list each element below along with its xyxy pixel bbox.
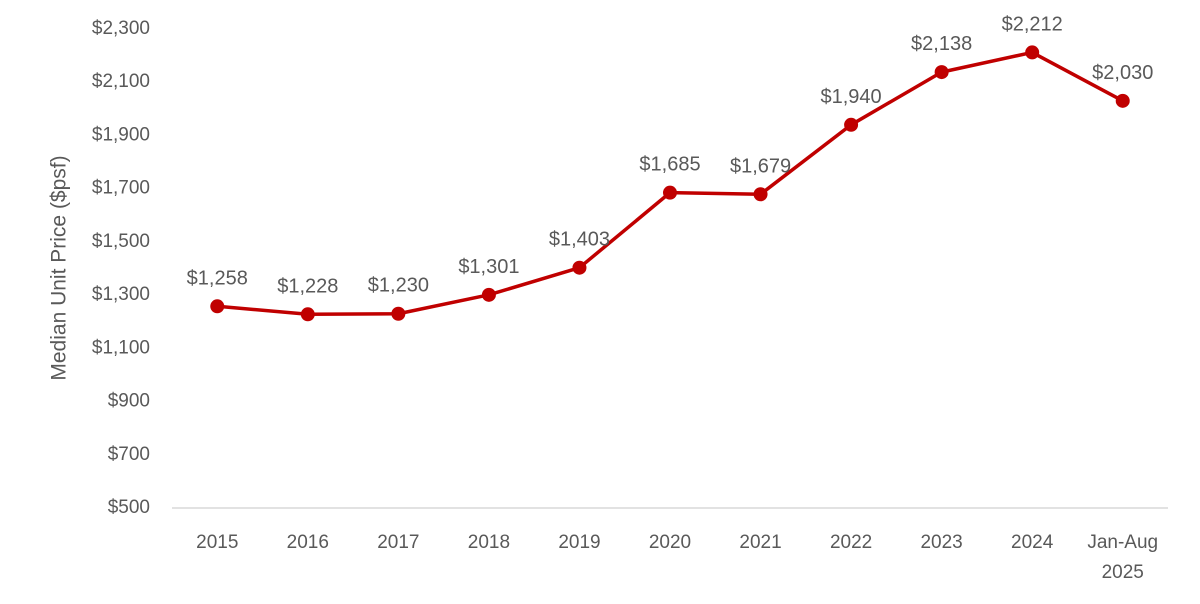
x-tick-label: 2023 [920,532,962,553]
data-label: $2,212 [1002,13,1063,35]
data-label: $1,258 [187,267,248,289]
y-tick-label: $1,700 [92,178,150,199]
x-tick-label: Jan-Aug 2025 [1087,532,1158,583]
data-point [1025,45,1040,60]
data-label: $2,030 [1092,62,1153,84]
data-point [210,299,225,314]
data-labels: $1,258 $1,228 $1,230 $1,301 $1,403 $1,685 $1,6… [187,13,1154,297]
data-point [572,260,587,275]
x-tick-label: 2015 [196,532,238,553]
y-tick-label: $2,300 [92,18,150,39]
data-point [753,187,768,202]
data-point [934,65,949,80]
data-point [481,287,496,302]
x-tick-label: 2022 [830,532,872,553]
y-tick-label: $700 [108,444,150,465]
data-point [1115,93,1130,108]
x-axis: 2015 2016 2017 2018 2019 2020 2021 2022 2023 2024… [196,532,1158,583]
y-tick-label: $1,100 [92,337,150,358]
x-tick-label: 2024 [1011,532,1054,553]
data-label: $1,685 [639,154,700,176]
data-point [391,306,406,321]
x-tick-label: 2020 [649,532,691,553]
x-tick-label: 2018 [468,532,510,553]
data-label: $1,228 [277,275,338,297]
y-tick-label: $1,500 [92,231,150,252]
data-markers [210,45,1130,322]
data-point [300,307,315,322]
y-axis-label: Median Unit Price ($psf) [48,155,71,380]
x-tick-label: 2016 [287,532,329,553]
data-label: $1,403 [549,229,610,251]
data-label: $1,940 [821,86,882,108]
series-line [217,50,1124,317]
y-tick-label: $900 [108,391,150,412]
x-tick-label: 2019 [558,532,600,553]
data-point [663,185,677,200]
data-label: $1,230 [368,275,429,297]
data-label: $2,138 [911,33,972,55]
data-label: $1,301 [458,256,519,278]
x-tick-label: 2021 [739,532,781,553]
data-point [844,117,859,132]
y-tick-label: $500 [108,497,150,518]
x-tick-label: 2017 [377,532,419,553]
y-axis: $500 $700 $900 $1,100 $1,300 $1,500 $1,700 $1,9… [92,18,150,518]
data-label: $1,679 [730,155,791,177]
y-tick-label: $1,900 [92,124,150,145]
y-tick-label: $2,100 [92,71,150,92]
y-tick-label: $1,300 [92,284,150,305]
